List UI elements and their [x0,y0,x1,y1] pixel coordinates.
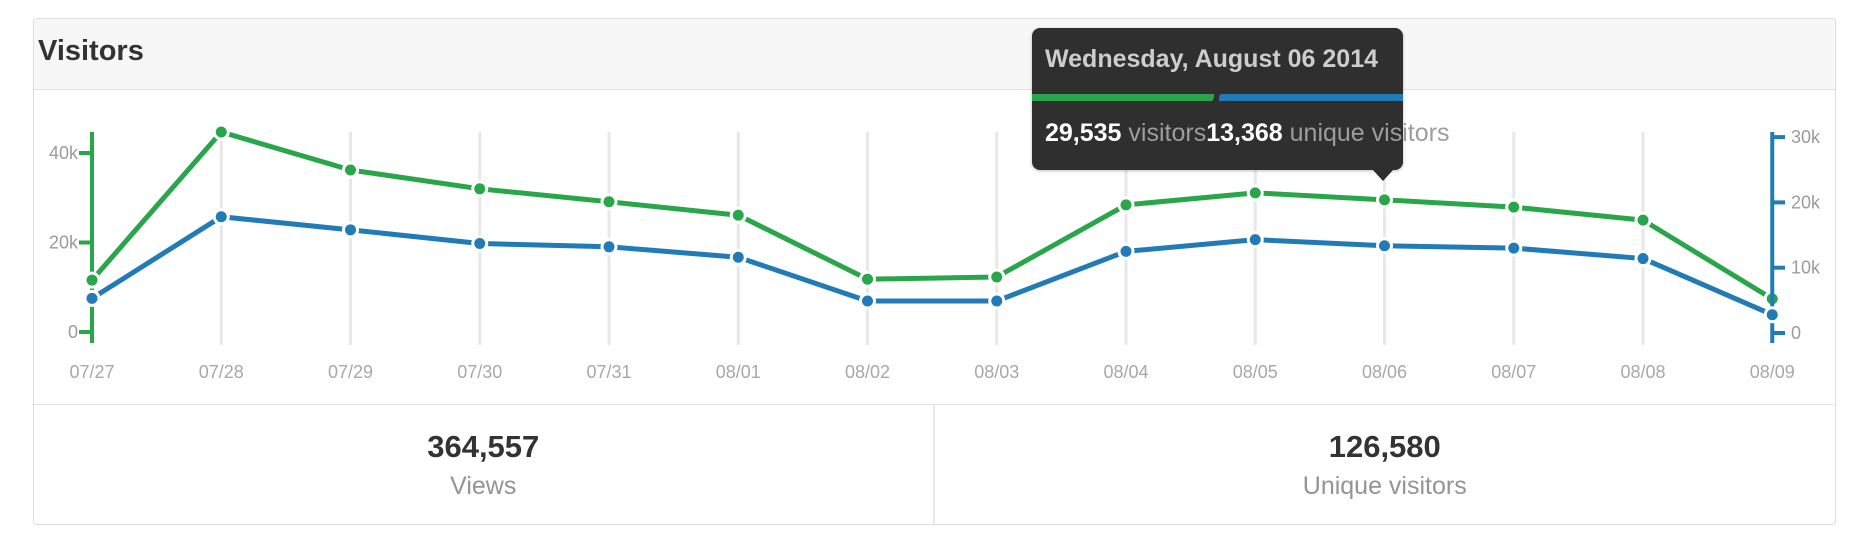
unique-visitors-label: Unique visitors [1302,472,1467,500]
tooltip-unique-entry: 13,368 unique visitors [1206,119,1449,148]
x-label-07/31: 07/31 [586,362,631,382]
data-point-08/02[interactable] [859,270,876,288]
data-point-08/06[interactable] [1376,191,1393,209]
chart-area: 0 20k 40k 0 10k 20k 30k 07/27 07/28 07/29 07/30 07/… [34,90,1835,404]
x-label-08/04: 08/04 [1103,362,1148,382]
tooltip-arrow-icon [1372,169,1394,181]
unique-visitors-total: 126,580 [1328,429,1441,464]
left-axis-tick-label: 20k [49,233,79,253]
right-axis: 0 10k 20k 30k [1770,127,1821,343]
data-point-07/27[interactable] [83,289,101,307]
x-label-08/07: 08/07 [1491,362,1536,382]
data-point-07/29[interactable] [342,161,359,179]
data-point-07/29[interactable] [342,221,359,239]
stats-row: 364,557 Views 126,580 Unique visitors [34,404,1835,524]
data-point-08/04[interactable] [1117,242,1135,260]
data-point-08/09[interactable] [1763,306,1781,324]
tooltip-unique-value: 13,368 [1206,119,1283,147]
left-axis-tick-label: 0 [68,322,78,342]
tooltip-color-bars [1032,94,1403,101]
data-point-07/31[interactable] [600,193,618,211]
tooltip-values: 29,535 visitors 13,368 unique visitors [1032,101,1449,170]
x-label-08/06: 08/06 [1362,362,1407,382]
data-point-08/01[interactable] [729,248,747,266]
data-point-08/07[interactable] [1505,198,1523,216]
chart-tooltip: Wednesday, August 06 2014 29,535 visitor… [1032,28,1449,181]
right-axis-tick-label: 30k [1791,127,1821,147]
x-label-08/02: 08/02 [845,362,890,382]
data-point-08/02[interactable] [859,292,876,310]
data-point-08/05[interactable] [1246,184,1264,202]
views-label: Views [450,472,517,500]
x-label-07/27: 07/27 [69,362,114,382]
x-label-08/09: 08/09 [1750,362,1795,382]
visitors-color-bar [1032,94,1214,101]
x-label-08/03: 08/03 [974,362,1019,382]
data-point-07/28[interactable] [212,208,230,226]
views-total: 364,557 [427,429,540,464]
unique-visitors-color-bar [1219,94,1403,101]
data-point-07/30[interactable] [471,180,489,198]
data-point-07/28[interactable] [212,123,230,141]
data-point-08/08[interactable] [1634,250,1652,268]
visitors-card: Visitors 0 20k 40k 0 10k 20k 30k 07/27 07/28 07/2… [33,18,1836,525]
page-title: Visitors [38,35,144,67]
stat-views: 364,557 Views [34,405,935,524]
tooltip-visitors-label: visitors [1128,119,1207,147]
x-label-08/08: 08/08 [1620,362,1665,382]
series-visitors [83,123,1781,308]
right-axis-tick-label: 10k [1791,258,1821,278]
right-axis-tick-label: 0 [1791,323,1801,343]
x-label-07/28: 07/28 [199,362,244,382]
left-axis-tick-label: 40k [49,143,79,163]
data-point-08/03[interactable] [988,268,1006,286]
series-unique-visitors [83,208,1781,324]
tooltip-visitors-entry: 29,535 visitors [1045,119,1206,148]
tooltip-date: Wednesday, August 06 2014 [1045,45,1378,73]
left-axis: 0 20k 40k [49,132,94,343]
x-label-08/05: 08/05 [1233,362,1278,382]
tooltip-unique-label: unique visitors [1289,119,1450,147]
data-point-08/05[interactable] [1246,231,1264,249]
data-point-08/07[interactable] [1505,239,1523,257]
x-label-07/29: 07/29 [328,362,373,382]
stat-unique-visitors: 126,580 Unique visitors [935,405,1836,524]
data-point-08/03[interactable] [988,292,1006,310]
x-axis-labels: 07/27 07/28 07/29 07/30 07/31 08/01 08/02 08/03… [69,362,1794,382]
data-point-08/01[interactable] [729,206,747,224]
data-point-07/27[interactable] [83,271,101,289]
data-point-08/06[interactable] [1376,237,1393,255]
data-point-08/08[interactable] [1634,211,1652,229]
unique-visitors-line [90,214,1774,318]
card-header: Visitors [34,19,1835,90]
data-point-07/30[interactable] [471,235,489,253]
x-label-07/30: 07/30 [457,362,502,382]
data-point-08/04[interactable] [1117,196,1135,214]
visitors-line [90,129,1774,302]
right-axis-tick-label: 20k [1791,192,1821,212]
x-label-08/01: 08/01 [716,362,761,382]
data-point-07/31[interactable] [600,238,618,256]
tooltip-visitors-value: 29,535 [1045,119,1122,147]
